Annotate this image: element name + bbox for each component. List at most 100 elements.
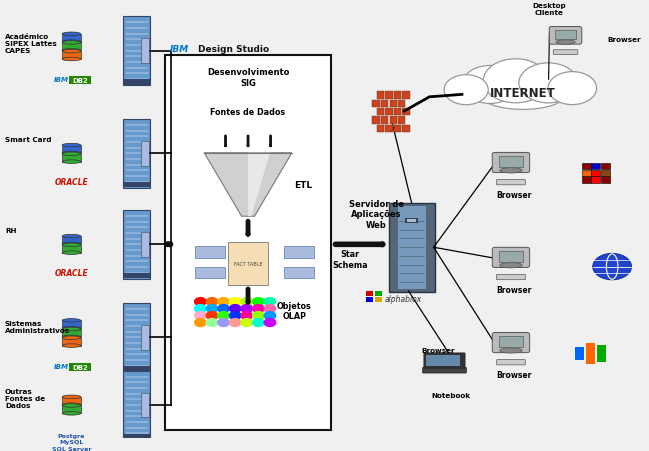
- Ellipse shape: [62, 244, 80, 247]
- FancyBboxPatch shape: [496, 360, 525, 365]
- Bar: [62, 321, 80, 328]
- Circle shape: [264, 298, 276, 306]
- Bar: [591, 177, 600, 183]
- Bar: [601, 170, 610, 177]
- Text: IBM: IBM: [170, 45, 189, 54]
- Ellipse shape: [481, 81, 565, 110]
- Circle shape: [519, 64, 578, 104]
- Ellipse shape: [62, 50, 80, 53]
- Bar: [62, 245, 80, 253]
- FancyBboxPatch shape: [424, 353, 465, 368]
- Ellipse shape: [62, 319, 80, 322]
- Bar: [407, 220, 416, 222]
- Bar: [398, 206, 426, 289]
- Bar: [62, 397, 80, 405]
- Ellipse shape: [62, 336, 80, 339]
- Circle shape: [206, 298, 218, 306]
- Bar: [426, 355, 460, 367]
- Text: Browser: Browser: [421, 347, 455, 353]
- Text: Browser: Browser: [496, 190, 532, 199]
- Text: ORACLE: ORACLE: [55, 269, 88, 278]
- Bar: [556, 31, 576, 40]
- Circle shape: [229, 319, 241, 327]
- Bar: [386, 125, 393, 133]
- Text: ETL: ETL: [295, 180, 313, 189]
- Text: alphablox: alphablox: [384, 295, 422, 304]
- FancyBboxPatch shape: [195, 267, 225, 278]
- Bar: [402, 125, 410, 133]
- Bar: [124, 273, 150, 279]
- Bar: [124, 433, 150, 439]
- FancyBboxPatch shape: [228, 242, 268, 285]
- Bar: [365, 296, 373, 302]
- Circle shape: [241, 305, 252, 313]
- Ellipse shape: [500, 168, 522, 174]
- Bar: [373, 117, 380, 124]
- Text: RH: RH: [5, 227, 16, 233]
- Text: Star
Schema: Star Schema: [333, 250, 368, 269]
- FancyBboxPatch shape: [422, 368, 467, 373]
- Circle shape: [195, 298, 206, 306]
- Circle shape: [218, 305, 229, 313]
- Bar: [394, 92, 401, 100]
- Text: DB2: DB2: [72, 78, 88, 84]
- Bar: [402, 109, 410, 116]
- Text: Objetos
OLAP: Objetos OLAP: [277, 301, 312, 320]
- Circle shape: [484, 60, 548, 104]
- Text: IBM: IBM: [54, 77, 69, 83]
- Bar: [124, 182, 150, 188]
- Circle shape: [241, 319, 252, 327]
- Circle shape: [218, 298, 229, 306]
- Circle shape: [593, 254, 631, 280]
- FancyBboxPatch shape: [284, 267, 313, 278]
- Bar: [582, 170, 591, 177]
- Text: Browser: Browser: [496, 285, 532, 294]
- Circle shape: [241, 298, 252, 306]
- Ellipse shape: [62, 152, 80, 156]
- Circle shape: [252, 312, 264, 320]
- Circle shape: [218, 312, 229, 320]
- Bar: [582, 164, 591, 170]
- Text: Fontes de Dados: Fontes de Dados: [210, 108, 286, 116]
- Bar: [62, 35, 80, 42]
- FancyBboxPatch shape: [123, 371, 151, 439]
- Bar: [406, 218, 418, 224]
- FancyBboxPatch shape: [141, 142, 149, 166]
- Text: Desenvolvimento
SIG: Desenvolvimento SIG: [207, 68, 289, 87]
- FancyBboxPatch shape: [123, 17, 151, 86]
- Bar: [62, 338, 80, 346]
- Text: Notebook: Notebook: [432, 392, 471, 398]
- Bar: [394, 109, 401, 116]
- Bar: [394, 125, 401, 133]
- FancyBboxPatch shape: [69, 363, 91, 371]
- Bar: [499, 157, 523, 168]
- FancyBboxPatch shape: [549, 28, 582, 45]
- Bar: [386, 109, 393, 116]
- Bar: [381, 117, 388, 124]
- Bar: [376, 109, 384, 116]
- Bar: [124, 80, 150, 85]
- FancyBboxPatch shape: [493, 333, 530, 353]
- FancyBboxPatch shape: [123, 120, 151, 188]
- Ellipse shape: [62, 336, 80, 340]
- Bar: [587, 344, 594, 364]
- FancyBboxPatch shape: [493, 153, 530, 173]
- Ellipse shape: [62, 41, 80, 45]
- Text: DB2: DB2: [72, 364, 88, 370]
- Bar: [381, 101, 388, 108]
- Text: Sistemas
Administrativos: Sistemas Administrativos: [5, 320, 70, 333]
- Bar: [124, 366, 150, 371]
- Circle shape: [195, 319, 206, 327]
- FancyBboxPatch shape: [496, 180, 525, 185]
- Text: IBM: IBM: [54, 363, 69, 369]
- Text: Académico
SIPEX Lattes
CAPES: Académico SIPEX Lattes CAPES: [5, 34, 56, 54]
- FancyBboxPatch shape: [141, 233, 149, 257]
- Text: Smart Card: Smart Card: [5, 137, 51, 143]
- Text: INTERNET: INTERNET: [490, 87, 556, 100]
- Ellipse shape: [500, 263, 522, 268]
- FancyBboxPatch shape: [141, 393, 149, 418]
- FancyBboxPatch shape: [195, 247, 225, 258]
- Ellipse shape: [62, 144, 80, 147]
- Polygon shape: [204, 153, 292, 217]
- Bar: [365, 290, 373, 296]
